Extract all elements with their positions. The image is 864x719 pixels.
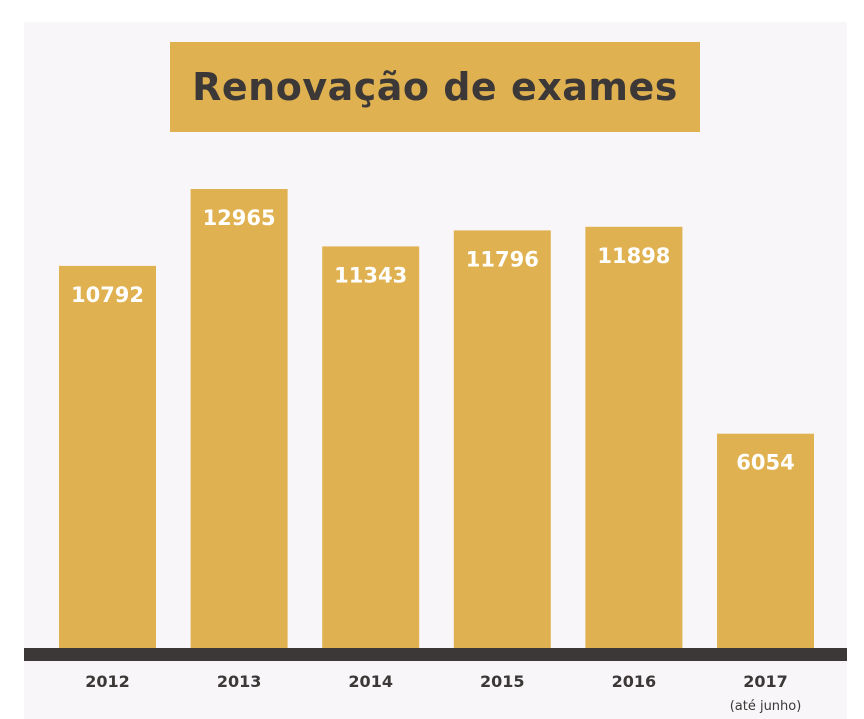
data-label-2014: 11343 <box>334 263 407 287</box>
x-tick-label-2014: 2014 <box>348 672 393 691</box>
bar-2016 <box>585 226 683 649</box>
bar-2013 <box>190 189 288 648</box>
x-tick-label-2017: 2017 <box>743 672 788 691</box>
chart-title: Renovação de exames <box>192 65 678 109</box>
bar-2012 <box>59 265 156 648</box>
bar-2014 <box>322 246 420 648</box>
x-tick-label-2016: 2016 <box>612 672 657 691</box>
data-label-2012: 10792 <box>71 283 144 307</box>
x-tick-label-2013: 2013 <box>217 672 262 691</box>
x-tick-note-2017: (até junho) <box>730 699 802 714</box>
x-tick-label-2015: 2015 <box>480 672 525 691</box>
data-label-2013: 12965 <box>203 206 276 230</box>
data-label-2016: 11898 <box>597 244 670 268</box>
chart-panel <box>24 22 847 719</box>
data-label-2017: 6054 <box>736 451 794 475</box>
data-label-2015: 11796 <box>466 247 539 271</box>
x-tick-label-2012: 2012 <box>85 672 130 691</box>
title-banner: Renovação de exames <box>170 42 700 132</box>
x-axis-baseline <box>24 648 847 661</box>
bar-2017 <box>717 433 814 648</box>
bar-2015 <box>453 230 551 648</box>
